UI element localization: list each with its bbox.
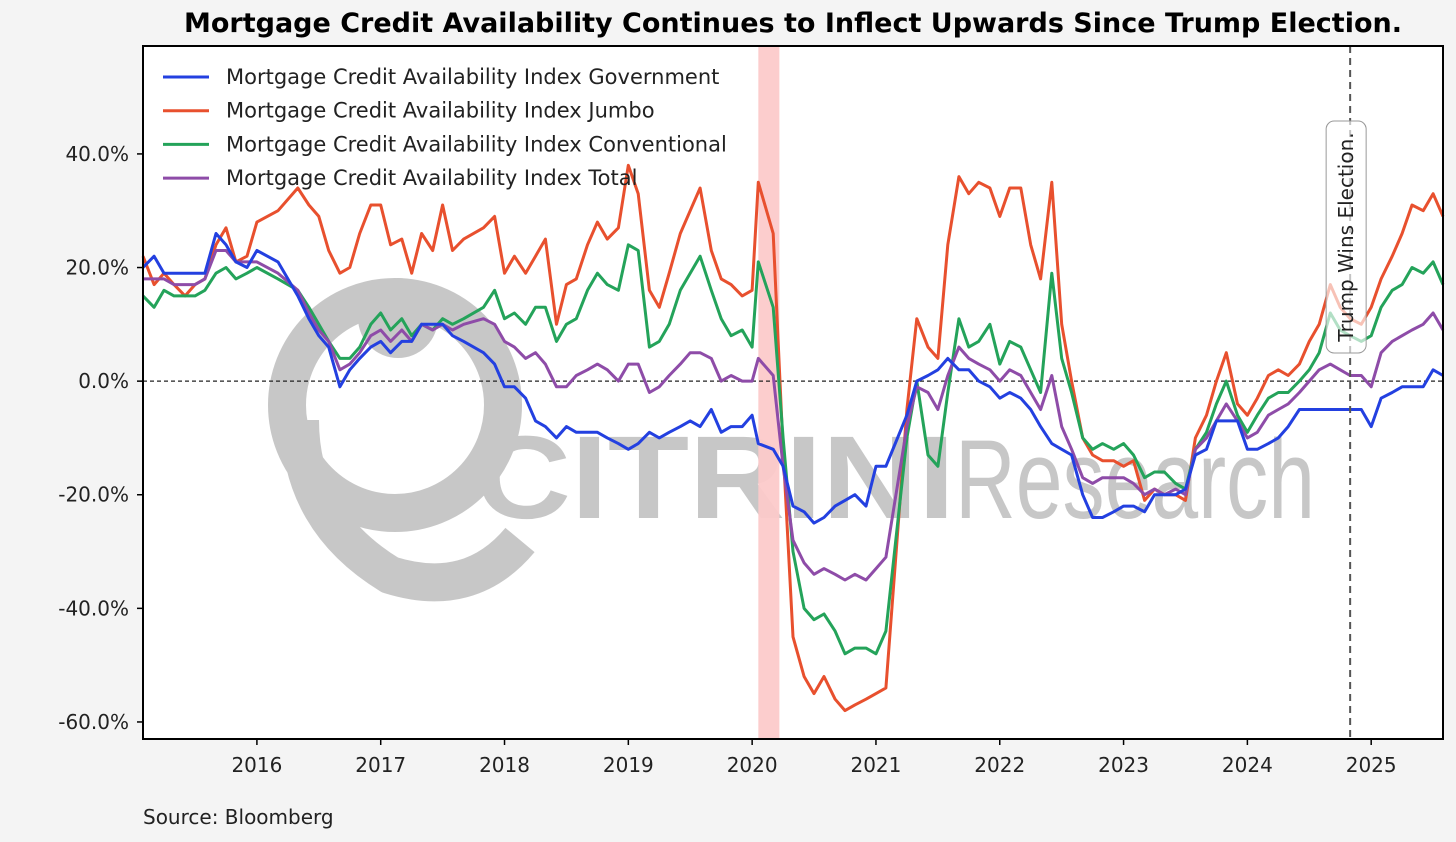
legend: Mortgage Credit Availability Index Gover… <box>163 65 727 190</box>
plot-frame <box>142 45 1444 740</box>
x-tick-label: 2019 <box>603 753 654 777</box>
legend-label: Mortgage Credit Availability Index Conve… <box>226 132 727 156</box>
recession-shading <box>758 46 780 739</box>
y-tick-label: -60.0% <box>58 710 129 734</box>
y-axis: -60.0% -40.0% -20.0% 0.0% 20.0% 40.0% <box>58 142 143 734</box>
y-tick-label: 40.0% <box>65 142 129 166</box>
x-tick-label: 2021 <box>850 753 901 777</box>
x-tick-label: 2023 <box>1098 753 1149 777</box>
watermark-suffix: Research <box>955 417 1315 542</box>
x-tick-label: 2020 <box>727 753 778 777</box>
election-annotation-box <box>1325 120 1367 354</box>
x-tick-label: 2024 <box>1222 753 1273 777</box>
legend-label: Mortgage Credit Availability Index Jumbo <box>226 99 655 123</box>
series-line-jumbo <box>141 163 1445 713</box>
source-note: Source: Bloomberg <box>143 805 334 829</box>
chart-title: Mortgage Credit Availability Continues t… <box>184 8 1402 39</box>
series-line-total <box>143 249 1445 582</box>
legend-label: Mortgage Credit Availability Index Gover… <box>226 65 719 89</box>
watermark-logo-head <box>358 278 438 358</box>
y-tick-label: -40.0% <box>58 596 129 620</box>
watermark-logo: CITRINI Research <box>268 278 1315 602</box>
x-tick-label: 2025 <box>1346 753 1397 777</box>
series-group <box>141 163 1445 713</box>
y-tick-label: 20.0% <box>65 256 129 280</box>
watermark-brand: CITRINI <box>475 412 955 544</box>
x-tick-label: 2018 <box>479 753 530 777</box>
x-tick-label: 2022 <box>974 753 1025 777</box>
watermark-logo-tail <box>281 419 535 602</box>
x-axis: 2016 2017 2018 2019 2020 2021 2022 2023 2024 2025 <box>231 739 1397 777</box>
election-annotation: Trump Wins Election. <box>1325 120 1367 354</box>
legend-label: Mortgage Credit Availability Index Total <box>226 166 637 190</box>
series-line-government <box>141 232 1444 525</box>
series-line-conventional <box>141 243 1445 656</box>
election-annotation-text: Trump Wins Election. <box>1334 132 1358 342</box>
y-tick-label: -20.0% <box>58 483 129 507</box>
watermark-logo-ring <box>268 278 522 532</box>
y-tick-label: 0.0% <box>78 369 129 393</box>
x-tick-label: 2017 <box>355 753 406 777</box>
x-tick-label: 2016 <box>231 753 282 777</box>
